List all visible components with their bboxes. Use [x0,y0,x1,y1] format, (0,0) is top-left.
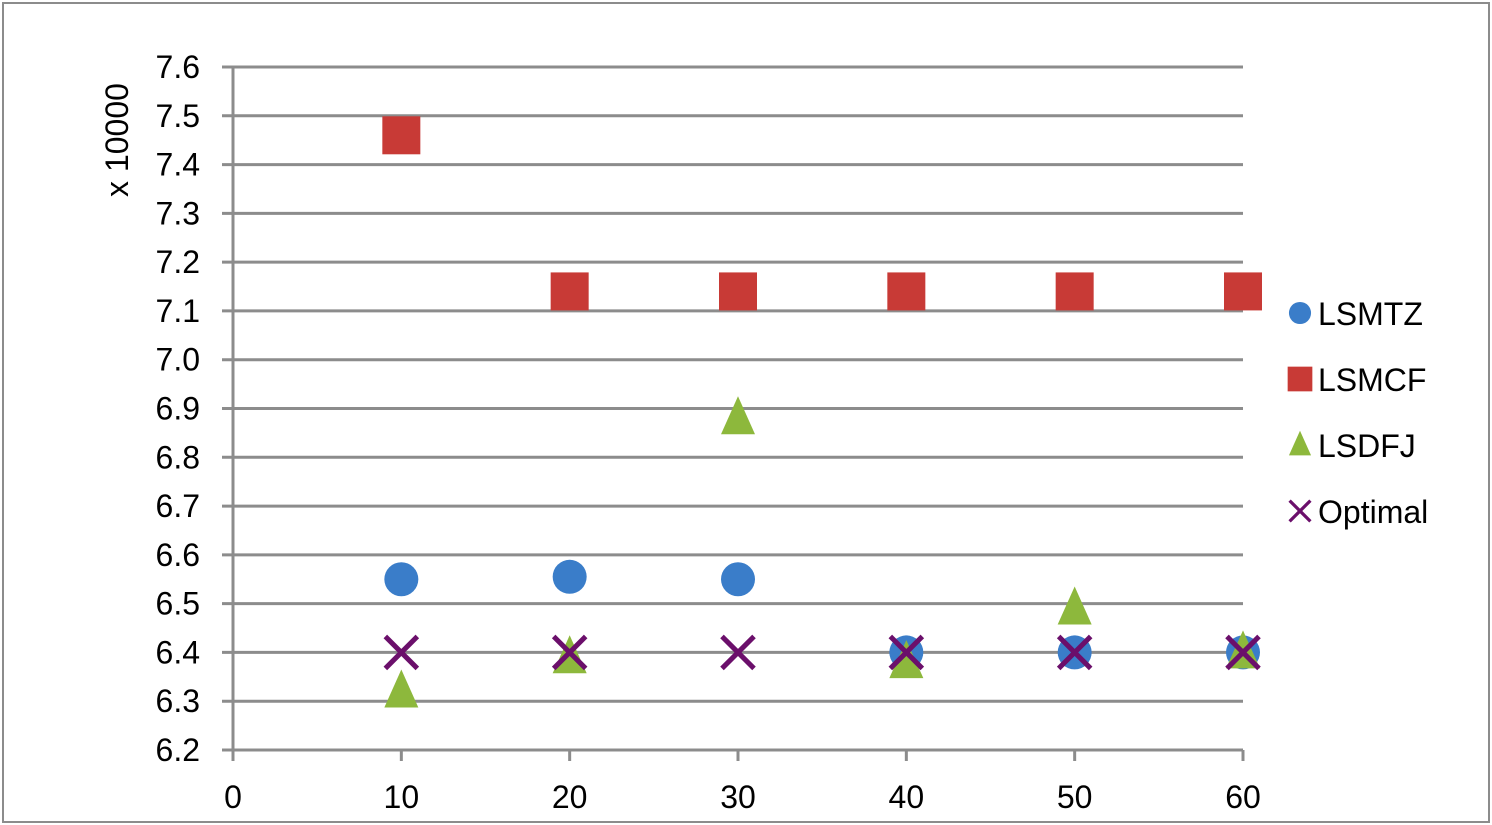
y-tick-label: 6.4 [156,634,200,670]
y-tick-label: 6.3 [156,683,200,719]
x-tick-label: 10 [384,779,420,815]
x-stroke [720,634,756,671]
data-point-optimal [1056,634,1093,671]
data-point-lsmcf [887,272,926,311]
x-icon [1288,499,1312,523]
x-stroke [383,634,420,671]
data-point-lsmtz [552,559,587,594]
triangle-icon [1288,430,1312,456]
circle-icon [1288,301,1312,325]
y-tick-label: 7.5 [156,98,200,134]
y-tick-label: 6.5 [156,586,200,622]
x-tick-label: 0 [224,779,242,815]
data-point-lsmcf [1224,272,1262,311]
data-point-lsmcf [719,272,757,311]
legend-label: Optimal [1318,494,1428,530]
y-tick-label: 7.4 [156,147,200,183]
x-stroke [888,634,925,671]
x-stroke [1056,634,1093,671]
legend-label: LSMCF [1318,362,1426,398]
legend-item-optimal: Optimal [1288,494,1428,530]
data-point-optimal [888,634,925,671]
x-tick-label: 60 [1225,779,1261,815]
x-tick-label: 20 [552,779,588,815]
legend-item-lsdfj: LSDFJ [1288,428,1416,464]
data-point-optimal [720,634,756,671]
legend-label: LSMTZ [1318,296,1423,332]
legend-label: LSDFJ [1318,428,1416,464]
x-tick-label: 30 [720,779,756,815]
x-stroke [1288,499,1312,523]
data-point-lsdfj [384,669,419,708]
data-point-lsdfj [889,640,924,679]
y-tick-label: 7.2 [156,244,200,280]
y-tick-label: 7.3 [156,195,200,231]
x-stroke [551,634,588,671]
data-point-optimal [1225,634,1261,671]
data-point-lsmtz [721,562,755,597]
legend-item-lsmcf: LSMCF [1287,362,1426,398]
y-tick-label: 6.6 [156,537,200,573]
x-tick-label: 50 [1057,779,1093,815]
y-tick-label: 7.1 [156,293,200,329]
y-tick-label: 7.6 [156,49,200,85]
y-tick-label: 7.0 [156,342,200,378]
square-icon [1287,366,1313,392]
data-point-lsmcf [550,272,589,311]
x-stroke [1225,634,1261,671]
y-tick-label: 6.7 [156,488,200,524]
data-point-lsmtz [384,562,419,597]
data-point-lsmcf [1055,272,1094,311]
data-point-lsdfj [721,396,755,435]
data-point-optimal [383,634,420,671]
data-point-lsmcf [382,116,421,155]
data-point-optimal [551,634,588,671]
y-axis-label: x 10000 [99,83,135,197]
x-tick-label: 40 [889,779,925,815]
y-tick-label: 6.2 [156,732,200,768]
y-tick-label: 6.9 [156,391,200,427]
legend-item-lsmtz: LSMTZ [1288,296,1423,332]
y-tick-label: 6.8 [156,439,200,475]
data-point-lsdfj [1057,586,1092,625]
